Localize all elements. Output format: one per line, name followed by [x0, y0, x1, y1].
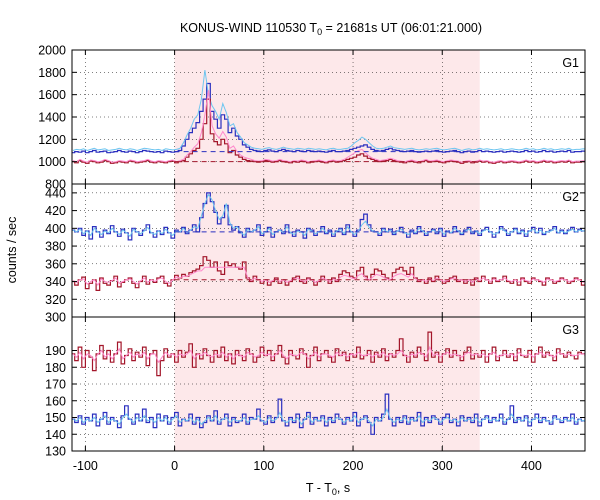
- chart-title: KONUS-WIND 110530 T0 = 21681s UT (06:01:…: [180, 21, 482, 37]
- y-tick-label: 800: [45, 178, 66, 192]
- y-tick-label: 150: [45, 411, 66, 425]
- x-axis-label: T - T0, s: [306, 481, 350, 497]
- y-tick-label: 340: [45, 275, 66, 289]
- panel-g3: 130 140 150 160 170 180 190 G3: [45, 316, 586, 459]
- x-axis-label-rest: , s: [337, 481, 350, 495]
- x-tick-label: 300: [432, 459, 453, 473]
- chart-title-rest: = 21681s UT (06:01:21.000): [322, 21, 482, 35]
- y-axis-label: counts / sec: [5, 217, 19, 284]
- x-tick-label: 0: [171, 459, 178, 473]
- panel-label: G3: [562, 323, 579, 337]
- y-tick-label: 130: [45, 445, 66, 459]
- x-tick-label: 400: [521, 459, 542, 473]
- y-tick-label: 320: [45, 293, 66, 307]
- highlight-band: [174, 184, 480, 317]
- series-line-1: [72, 193, 585, 238]
- y-tick-label: 1400: [38, 111, 66, 125]
- x-tick-label: -100: [73, 459, 98, 473]
- y-tick-label: 380: [45, 240, 66, 254]
- y-tick-label: 190: [45, 344, 66, 358]
- y-tick-label: 400: [45, 222, 66, 236]
- series-line-2: [72, 393, 585, 435]
- y-tick-label: 160: [45, 394, 66, 408]
- panel-label: G1: [562, 56, 579, 70]
- y-tick-label: 300: [45, 311, 66, 325]
- plot-area: [72, 192, 585, 291]
- chart-title-main: KONUS-WIND 110530 T: [180, 21, 317, 35]
- y-tick-label: 420: [45, 204, 66, 218]
- x-tick-label: 100: [253, 459, 274, 473]
- plot-area: [72, 331, 585, 435]
- series-line-1: [72, 70, 585, 152]
- panel-g2: 300 320 340 360 380 400 420 440 G2: [45, 183, 586, 325]
- chart-title-sub: 0: [317, 27, 322, 37]
- y-tick-label: 360: [45, 257, 66, 271]
- series-line-3: [72, 266, 585, 287]
- y-tick-label: 170: [45, 378, 66, 392]
- series-line-2: [72, 256, 585, 291]
- x-tick-label: 200: [343, 459, 364, 473]
- series-line-3: [72, 90, 585, 163]
- series-line-3: [72, 407, 585, 427]
- panel-label: G2: [562, 190, 579, 204]
- y-tick-label: 140: [45, 428, 66, 442]
- y-tick-label: 440: [45, 186, 66, 200]
- y-tick-label: 1000: [38, 155, 66, 169]
- series-line-1: [72, 345, 585, 364]
- y-tick-label: 1800: [38, 66, 66, 80]
- y-tick-label: 180: [45, 361, 66, 375]
- plot-area: [72, 70, 585, 164]
- x-axis-label-sub: 0: [332, 487, 337, 497]
- panel-g1: 800 1000 1200 1400 1600 1800 2000 G1: [38, 44, 586, 192]
- y-tick-label: 1200: [38, 133, 66, 147]
- y-tick-label: 1600: [38, 88, 66, 102]
- x-axis-label-main: T - T: [306, 481, 332, 495]
- chart-panels: 800100012001400160018002000G130032034036…: [38, 44, 586, 473]
- series-line-0: [72, 192, 585, 241]
- y-tick-label: 2000: [38, 44, 66, 58]
